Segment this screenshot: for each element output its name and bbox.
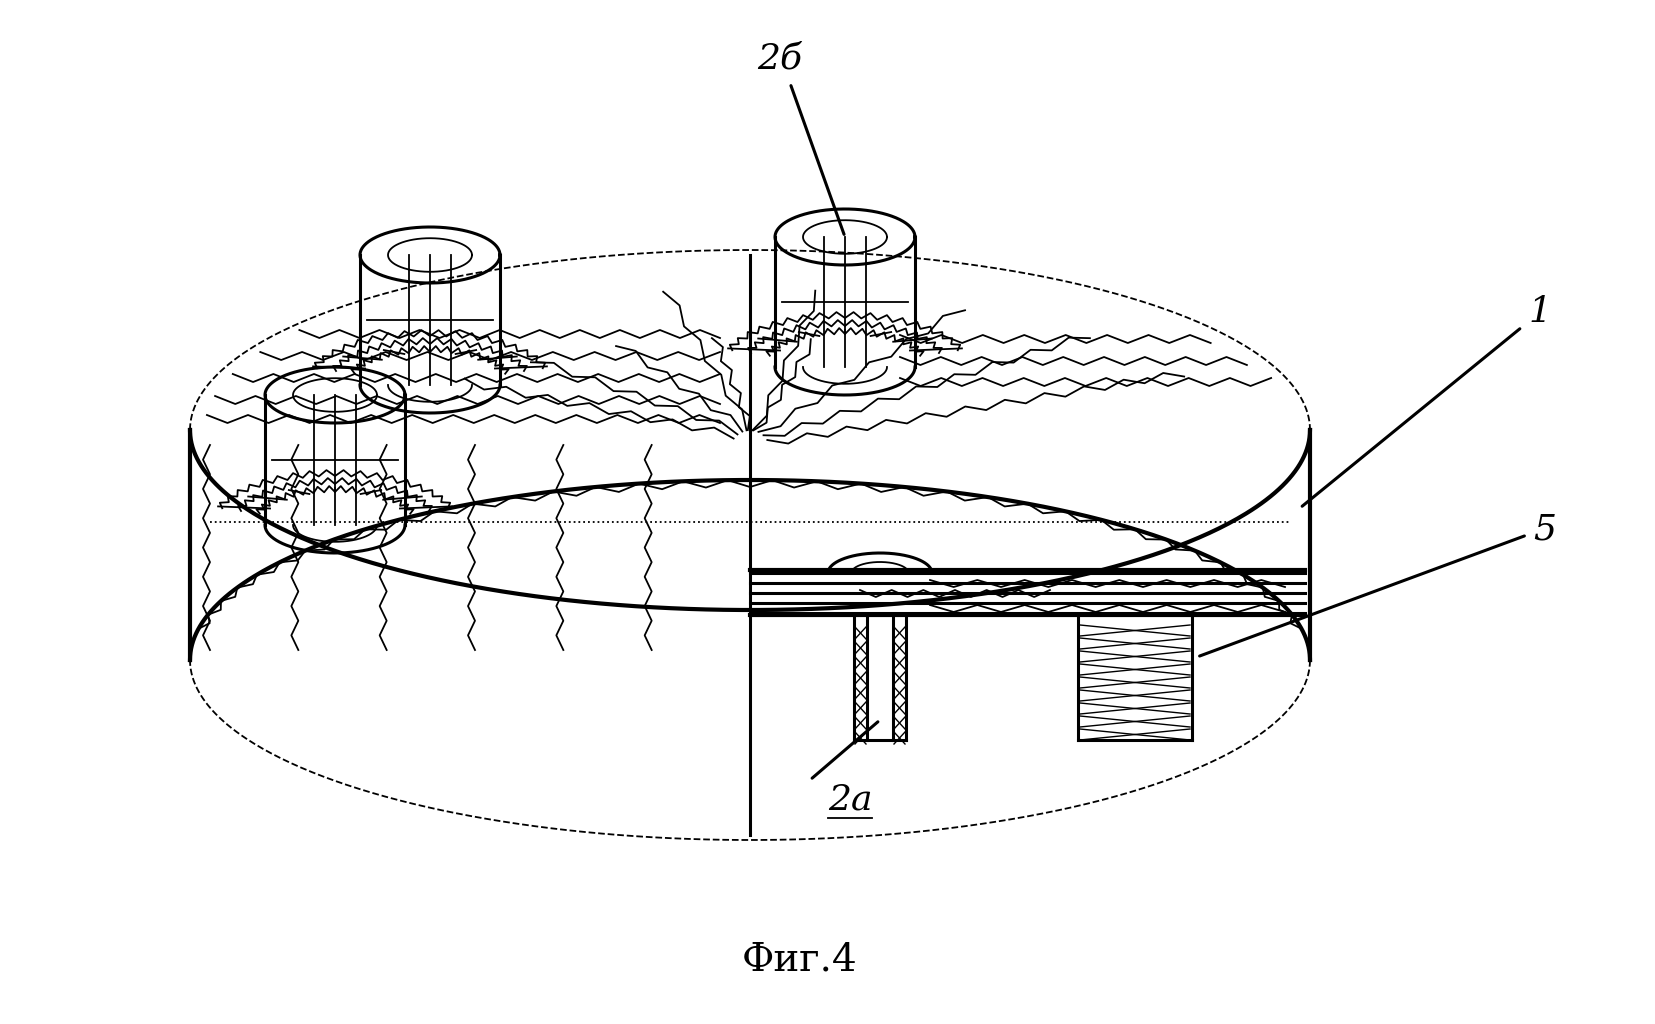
Text: 1: 1 — [1528, 295, 1551, 329]
Text: 5: 5 — [1533, 513, 1556, 547]
Text: Фиг.4: Фиг.4 — [741, 941, 857, 979]
Text: 2б: 2б — [756, 41, 803, 75]
Text: 2а: 2а — [828, 783, 872, 817]
